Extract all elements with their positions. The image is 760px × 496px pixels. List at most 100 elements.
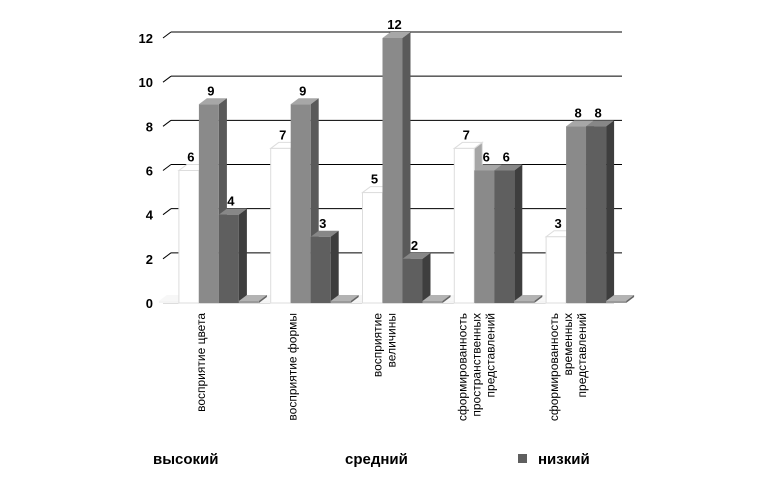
bar-side — [606, 120, 615, 303]
bar-top — [198, 98, 227, 105]
bar-side — [514, 164, 523, 303]
bar-front — [290, 104, 311, 303]
category-label-line: сформированность — [547, 313, 561, 421]
bar-front — [362, 192, 383, 304]
bar-side — [350, 295, 359, 303]
legend-label: низкий — [538, 451, 590, 468]
bar-side — [402, 32, 411, 303]
bar-top — [566, 120, 595, 127]
bar-side — [626, 295, 635, 303]
bar — [606, 295, 635, 303]
bar-front — [453, 147, 475, 304]
bars — [158, 32, 635, 304]
category-label-line: величины — [385, 313, 399, 367]
bar-top — [218, 208, 247, 215]
category-label: восприятие цвета — [194, 313, 208, 412]
data-label: 6 — [503, 150, 510, 165]
y-axis: 0 2 4 6 8 10 12 — [139, 31, 154, 311]
bar-top — [382, 32, 411, 38]
bar-front — [238, 301, 259, 303]
bar-top — [606, 295, 635, 301]
bar-front — [422, 301, 443, 303]
bar — [382, 32, 411, 303]
bar-front — [402, 258, 423, 303]
bar-front — [270, 147, 292, 304]
y-tick-label: 4 — [146, 208, 154, 223]
data-label: 2 — [411, 238, 418, 253]
bar-front — [342, 301, 363, 303]
gridline-diagonal — [162, 75, 172, 83]
bar-top — [290, 98, 319, 105]
legend-item: средний — [325, 451, 408, 468]
bar — [238, 295, 267, 303]
bar-top — [586, 120, 615, 127]
legend-label: высокий — [153, 451, 219, 468]
data-label: 3 — [319, 216, 326, 231]
category-label: сформированность временных представлений — [547, 313, 589, 421]
bar-side — [258, 295, 267, 303]
category-label: восприятие величины — [371, 313, 399, 377]
bar-front — [250, 301, 271, 303]
category-label-line: восприятие — [371, 313, 385, 377]
bar-side — [330, 230, 339, 303]
bar-side — [238, 208, 247, 303]
gridline-diagonal — [162, 31, 172, 39]
data-label: 8 — [594, 105, 601, 120]
data-label: 12 — [387, 17, 401, 32]
bar-top — [330, 295, 359, 301]
data-label: 6 — [483, 150, 490, 165]
y-tick-label: 2 — [146, 252, 153, 267]
legend-item: высокий — [133, 451, 219, 468]
bar-top — [494, 164, 523, 171]
data-label: 7 — [279, 127, 286, 142]
bar-top — [514, 295, 543, 301]
bar-front — [586, 126, 607, 303]
bar-side — [534, 295, 543, 303]
bar — [586, 120, 615, 303]
bar-top — [238, 295, 267, 301]
bar-front — [382, 38, 403, 303]
bar — [330, 295, 359, 303]
bar-top — [310, 230, 339, 237]
category-label-line: представлений — [575, 313, 589, 397]
bar-front — [494, 170, 515, 303]
bar-top — [402, 252, 431, 259]
category-label-line: восприятие цвета — [194, 313, 208, 412]
category-label: сформированность пространственных представ… — [455, 313, 497, 421]
bar-front — [198, 104, 219, 303]
y-tick-label: 12 — [139, 31, 153, 46]
data-label: 5 — [371, 172, 378, 187]
gridline-diagonal — [162, 164, 172, 171]
bar-top — [422, 295, 451, 301]
bar-front — [178, 170, 200, 304]
bar-front — [218, 214, 239, 303]
bar — [402, 252, 431, 303]
bar-front — [158, 301, 179, 303]
data-label: 4 — [227, 194, 235, 209]
bar-front — [606, 301, 627, 303]
bar-front — [566, 126, 587, 303]
bar-front — [310, 236, 331, 303]
legend-label: средний — [345, 451, 408, 468]
bar — [494, 164, 523, 303]
legend-swatch — [325, 454, 334, 463]
bar-top — [474, 164, 503, 171]
gridline-diagonal — [162, 208, 172, 216]
category-label-line: пространственных — [469, 313, 483, 417]
data-label: 8 — [574, 105, 581, 120]
bar-front — [434, 301, 455, 303]
data-label: 7 — [463, 127, 470, 142]
legend-item: низкий — [518, 451, 590, 468]
category-label-line: восприятие формы — [286, 313, 300, 421]
legend-swatch — [518, 454, 527, 463]
x-axis-labels: восприятие цвета восприятие формы восприят… — [194, 313, 589, 421]
y-tick-label: 10 — [139, 75, 153, 90]
legend: высокий средний низкий — [133, 451, 590, 468]
data-label: 6 — [187, 150, 194, 165]
bar-side — [442, 295, 451, 303]
gridline-diagonal — [162, 119, 172, 127]
bar-front — [545, 236, 567, 304]
y-tick-label: 0 — [146, 296, 153, 311]
